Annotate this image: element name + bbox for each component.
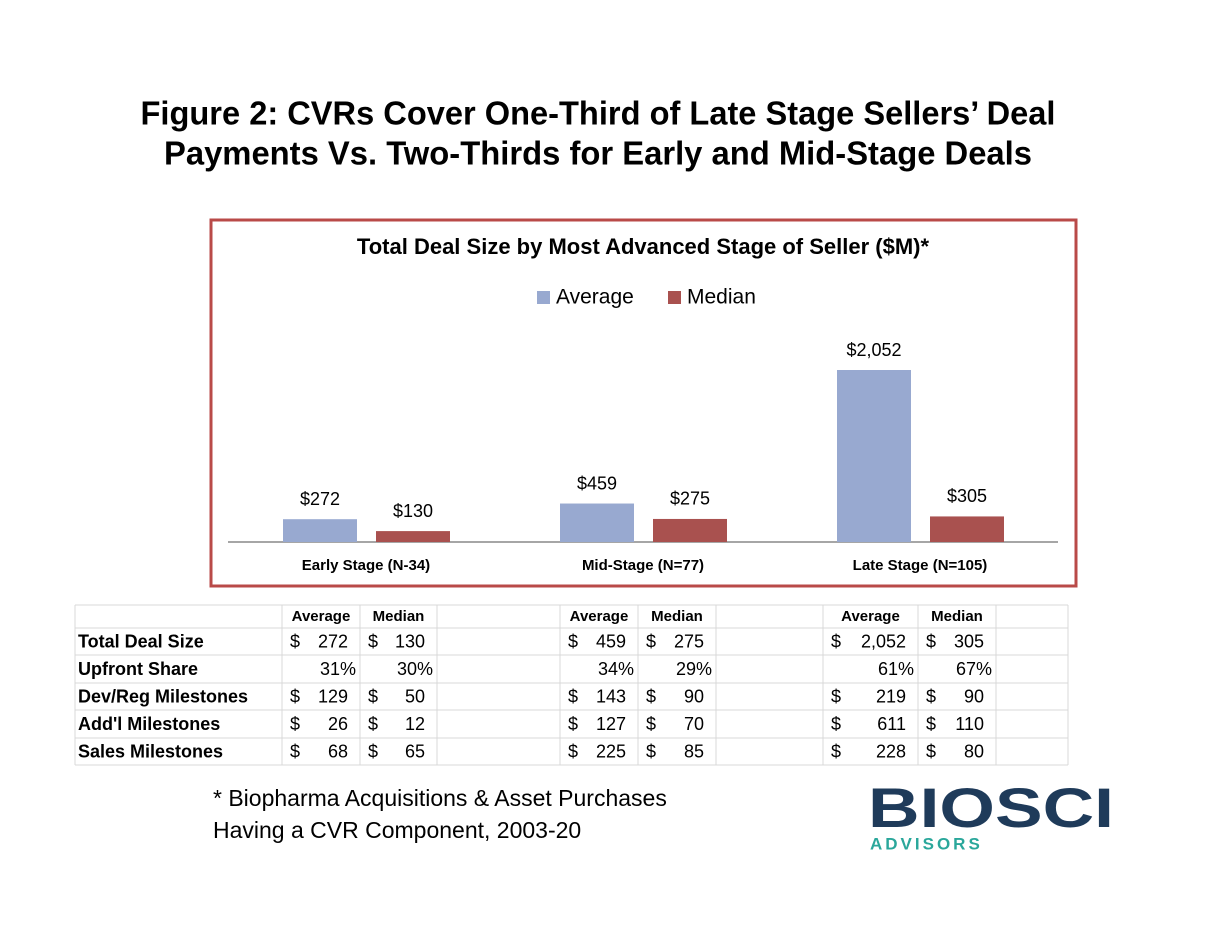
data-label: $272 [300, 489, 340, 509]
cell-currency: $ [926, 631, 936, 651]
cell-currency: $ [568, 714, 578, 734]
cell-value: 110 [955, 714, 984, 734]
cell-value: 459 [596, 631, 626, 651]
cell-currency: $ [831, 631, 841, 651]
cell-currency: $ [646, 631, 656, 651]
cell-value: 26 [328, 714, 348, 734]
row-label: Upfront Share [78, 659, 198, 679]
bar [376, 531, 450, 542]
x-tick-label: Early Stage (N-34) [302, 557, 430, 574]
bar [283, 519, 357, 542]
chart-title: Total Deal Size by Most Advanced Stage o… [357, 234, 930, 259]
cell-value: 85 [684, 741, 704, 761]
cell-currency: $ [926, 686, 936, 706]
column-header: Median [931, 608, 983, 625]
cell-currency: $ [831, 741, 841, 761]
cell-value: 2,052 [861, 631, 906, 651]
cell-value: 80 [964, 741, 984, 761]
cell-value: 67% [956, 659, 992, 679]
cell-value: 143 [596, 686, 626, 706]
cell-currency: $ [290, 714, 300, 734]
row-label: Total Deal Size [78, 631, 204, 651]
bar [560, 503, 634, 542]
data-label: $305 [947, 486, 987, 506]
cell-currency: $ [568, 741, 578, 761]
cell-value: 90 [684, 686, 704, 706]
cell-value: 611 [877, 714, 906, 734]
cell-currency: $ [368, 631, 378, 651]
bar [930, 516, 1004, 542]
column-header: Average [570, 608, 629, 625]
cell-value: 34% [598, 659, 634, 679]
legend-swatch [537, 291, 550, 304]
cell-value: 275 [674, 631, 704, 651]
bar [837, 370, 911, 542]
cell-value: 127 [596, 714, 626, 734]
cell-value: 219 [876, 686, 906, 706]
cell-value: 61% [878, 659, 914, 679]
data-label: $2,052 [846, 340, 901, 360]
footnote: Having a CVR Component, 2003-20 [213, 817, 581, 843]
cell-currency: $ [568, 686, 578, 706]
x-tick-label: Mid-Stage (N=77) [582, 557, 704, 574]
cell-currency: $ [646, 686, 656, 706]
slide-title: Figure 2: CVRs Cover One-Third of Late S… [141, 95, 1056, 132]
slide-title: Payments Vs. Two-Thirds for Early and Mi… [164, 135, 1032, 172]
legend-swatch [668, 291, 681, 304]
data-label: $130 [393, 501, 433, 521]
cell-value: 90 [964, 686, 984, 706]
legend-label: Median [687, 286, 756, 309]
cell-currency: $ [831, 714, 841, 734]
legend-label: Average [556, 286, 634, 309]
cell-currency: $ [926, 714, 936, 734]
cell-value: 68 [328, 741, 348, 761]
cell-currency: $ [646, 714, 656, 734]
footnote: * Biopharma Acquisitions & Asset Purchas… [213, 785, 667, 811]
cell-value: 272 [318, 631, 348, 651]
logo-tagline: ADVISORS [870, 834, 983, 853]
column-header: Average [292, 608, 351, 625]
cell-value: 29% [676, 659, 712, 679]
cell-currency: $ [290, 686, 300, 706]
data-label: $275 [670, 489, 710, 509]
cell-value: 30% [397, 659, 433, 679]
cell-value: 305 [954, 631, 984, 651]
cell-value: 70 [684, 714, 704, 734]
row-label: Sales Milestones [78, 741, 223, 761]
bar [653, 518, 727, 542]
cell-value: 65 [405, 741, 425, 761]
cell-currency: $ [926, 741, 936, 761]
data-label: $459 [577, 473, 617, 493]
cell-currency: $ [646, 741, 656, 761]
column-header: Median [373, 608, 425, 625]
cell-value: 130 [395, 631, 425, 651]
cell-currency: $ [290, 741, 300, 761]
column-header: Median [651, 608, 703, 625]
cell-currency: $ [831, 686, 841, 706]
cell-value: 31% [320, 659, 356, 679]
cell-currency: $ [368, 714, 378, 734]
cell-value: 228 [876, 741, 906, 761]
cell-currency: $ [368, 686, 378, 706]
cell-value: 12 [405, 714, 425, 734]
cell-currency: $ [290, 631, 300, 651]
row-label: Add'l Milestones [78, 714, 220, 734]
column-header: Average [841, 608, 900, 625]
cell-value: 225 [596, 741, 626, 761]
x-tick-label: Late Stage (N=105) [853, 557, 988, 574]
cell-value: 50 [405, 686, 425, 706]
logo-name: BIOSCI [868, 776, 1114, 839]
cell-currency: $ [568, 631, 578, 651]
cell-value: 129 [318, 686, 348, 706]
row-label: Dev/Reg Milestones [78, 686, 248, 706]
cell-currency: $ [368, 741, 378, 761]
